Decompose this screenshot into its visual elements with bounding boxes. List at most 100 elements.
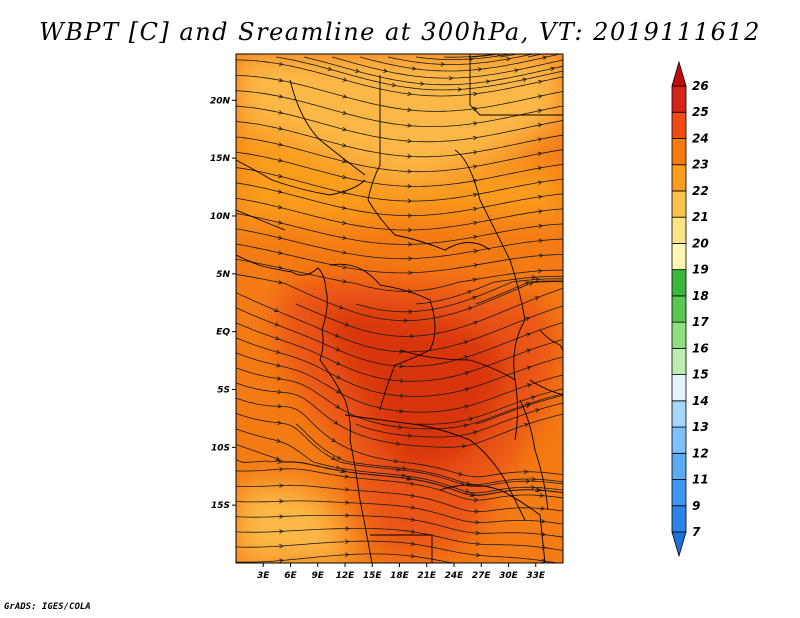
- streamline-arrow: [468, 417, 474, 422]
- streamline: [236, 412, 563, 487]
- streamline-arrow: [571, 44, 575, 48]
- atlantic-coastline: [236, 254, 373, 563]
- streamline-arrow: [472, 135, 478, 141]
- streamline-arrow: [473, 248, 479, 254]
- streamline-arrow: [397, 424, 403, 430]
- streamline-arrow: [410, 529, 416, 534]
- streamline-arrow: [525, 332, 531, 337]
- shade-core-deepred: [320, 306, 510, 473]
- colorbar-segment: [671, 243, 687, 271]
- border-congo: [329, 263, 436, 411]
- streamline-arrow: [537, 151, 543, 157]
- streamline-arrow: [465, 489, 470, 494]
- colorbar-segment: [671, 138, 687, 166]
- streamline-arrow: [336, 374, 341, 379]
- streamline: [295, 287, 563, 337]
- streamline-arrow: [473, 234, 478, 240]
- lon-tick-label: 3E: [257, 571, 270, 581]
- streamline: [236, 213, 563, 245]
- streamline: [236, 273, 563, 322]
- streamline-arrow: [277, 404, 283, 409]
- streamline-arrow: [334, 333, 340, 338]
- lat-tick-label: 10N: [210, 212, 231, 222]
- streamline: [355, 402, 563, 438]
- colorbar-segment: [671, 85, 687, 113]
- colorbar-segment: [671, 400, 687, 428]
- colorbar-label: 20: [692, 236, 709, 250]
- streamline: [236, 243, 563, 274]
- streamline-arrow: [401, 473, 407, 478]
- streamline-arrow: [344, 552, 350, 558]
- streamline-arrow: [410, 517, 416, 522]
- streamline-arrow: [537, 123, 543, 128]
- streamline: [236, 90, 563, 127]
- streamline-arrow: [275, 456, 281, 461]
- streamline-arrow: [525, 47, 529, 51]
- streamline-arrow: [538, 238, 544, 244]
- colorbar-label: 9: [692, 499, 700, 513]
- streamline-arrow: [279, 514, 284, 519]
- streamline: [527, 54, 544, 58]
- lon-tick-label: 6E: [284, 571, 297, 581]
- streamline-arrow: [477, 67, 483, 72]
- streamline-arrow: [473, 263, 479, 268]
- streamline: [303, 56, 563, 86]
- streamline-arrow: [333, 420, 339, 425]
- streamline-arrow: [407, 123, 412, 128]
- border-niger: [289, 79, 366, 176]
- streamline-arrow: [537, 166, 543, 171]
- border-west-africa: [236, 209, 286, 231]
- streamline: [236, 553, 455, 563]
- borders: [236, 54, 563, 563]
- streamline-arrow: [473, 497, 479, 503]
- streamline-arrow: [411, 66, 417, 71]
- streamline: [443, 54, 499, 58]
- streamline-arrow: [525, 316, 531, 322]
- streamline-arrow: [278, 142, 284, 147]
- streamline-arrow: [278, 94, 284, 99]
- streamline-arrow: [472, 277, 478, 283]
- colorbar-label: 26: [692, 79, 709, 93]
- streamline: [236, 121, 563, 158]
- colorbar-segment: [671, 164, 687, 192]
- streamline-arrow: [407, 198, 413, 204]
- streamline: [236, 167, 563, 202]
- border-chad-line: [367, 75, 491, 251]
- streamline-arrow: [537, 194, 543, 200]
- streamline-arrow: [342, 110, 348, 115]
- streamline-arrow: [467, 306, 473, 311]
- streamline-arrow: [474, 509, 480, 514]
- streamline-arrow: [457, 87, 463, 92]
- streamline: [236, 540, 561, 563]
- streamline-arrow: [410, 493, 416, 498]
- streamline: [236, 500, 563, 525]
- colorbar-label: 22: [692, 184, 709, 198]
- border-zimbabwe: [439, 484, 546, 563]
- border-lake-victoria: [539, 329, 563, 351]
- streamline-arrow: [336, 389, 341, 394]
- streamline-arrow: [391, 82, 397, 88]
- streamline-arrow: [342, 279, 348, 284]
- streamline-arrow: [537, 137, 543, 142]
- streamline-arrow: [525, 478, 531, 484]
- streamline-arrow: [345, 526, 350, 531]
- streamline-arrow: [408, 309, 414, 314]
- streamline-arrow: [526, 365, 532, 370]
- border-tanzania: [529, 379, 563, 396]
- streamline: [275, 56, 563, 91]
- streamline-arrow: [393, 458, 399, 464]
- colorbar-label: 7: [692, 525, 701, 539]
- streamline-arrow: [279, 558, 284, 563]
- colorbar-segment: [671, 216, 687, 244]
- lat-tick-label: EQ: [216, 328, 230, 338]
- streamline-arrow: [523, 423, 529, 428]
- lon-tick-label: 15E: [363, 571, 383, 581]
- streamline-arrow: [409, 481, 415, 486]
- streamline: [236, 197, 563, 231]
- streamline-arrow: [523, 469, 529, 475]
- streamline-arrow: [275, 336, 280, 341]
- streamline: [415, 388, 563, 425]
- streamline-arrow: [407, 227, 413, 233]
- colorbar-max-triangle: [671, 60, 687, 87]
- streamline: [236, 337, 563, 397]
